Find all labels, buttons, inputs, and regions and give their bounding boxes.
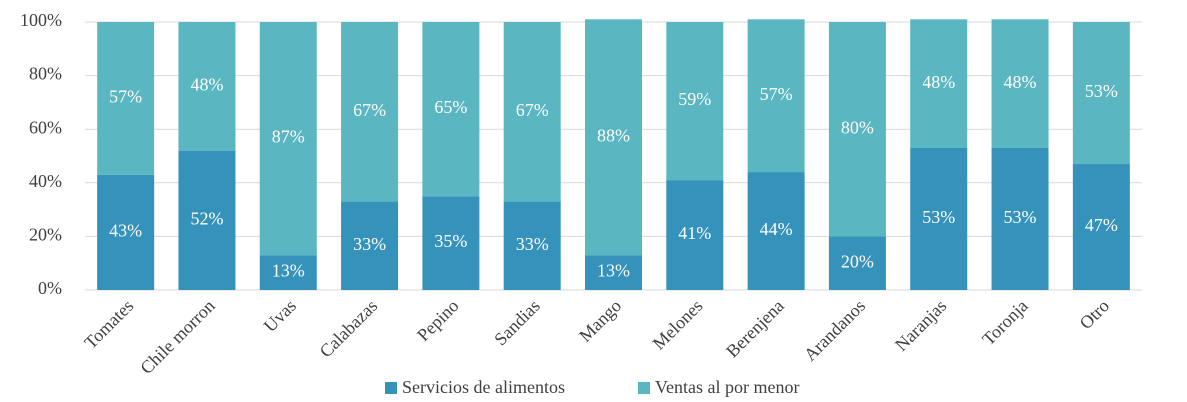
legend-label: Ventas al por menor	[655, 377, 799, 397]
y-tick-label: 0%	[38, 278, 62, 298]
bar-segment	[828, 236, 886, 290]
bar-segment	[97, 174, 155, 290]
bar-segment	[666, 180, 724, 290]
bar-segment	[991, 19, 1049, 148]
value-label: 57%	[760, 84, 793, 104]
bar-segment	[341, 201, 399, 290]
x-tick-label: Toronja	[978, 296, 1032, 350]
bar-segment	[422, 22, 480, 197]
x-tick-label: Chile morron	[136, 296, 218, 378]
x-tick-label: Naranjas	[891, 296, 950, 355]
bar-segment	[341, 22, 399, 202]
bar-segment	[178, 150, 236, 290]
bar-segment	[666, 22, 724, 181]
bar-segment	[97, 22, 155, 175]
legend-label: Servicios de alimentos	[402, 377, 565, 397]
bar-segment	[991, 147, 1049, 290]
value-label: 13%	[272, 261, 305, 281]
value-label: 53%	[922, 207, 955, 227]
value-label: 57%	[109, 87, 142, 107]
y-tick-label: 100%	[20, 10, 62, 30]
y-tick-label: 60%	[29, 117, 62, 137]
bar-segment	[747, 19, 805, 173]
value-label: 52%	[190, 208, 223, 228]
value-label: 41%	[678, 223, 711, 243]
value-label: 35%	[434, 231, 467, 251]
value-label: 65%	[434, 97, 467, 117]
x-tick-label: Melones	[649, 296, 707, 354]
value-label: 13%	[597, 261, 630, 281]
value-label: 20%	[841, 251, 874, 271]
x-tick-label: Otro	[1076, 296, 1113, 333]
value-label: 48%	[1004, 72, 1037, 92]
value-label: 59%	[678, 89, 711, 109]
value-label: 67%	[516, 100, 549, 120]
y-tick-label: 80%	[29, 64, 62, 84]
bar-segment	[422, 196, 480, 290]
value-label: 87%	[272, 127, 305, 147]
value-label: 53%	[1085, 81, 1118, 101]
bar-segment	[259, 255, 317, 290]
bar-segment	[1072, 22, 1130, 165]
bar-segment	[585, 19, 642, 256]
value-label: 88%	[597, 125, 630, 145]
x-tick-label: Sandias	[490, 296, 544, 350]
value-label: 33%	[516, 234, 549, 254]
value-label: 47%	[1085, 215, 1118, 235]
bar-segment	[747, 172, 805, 290]
value-label: 48%	[190, 74, 223, 94]
value-label: 53%	[1004, 207, 1037, 227]
x-tick-label: Mango	[575, 296, 625, 346]
x-tick-label: Uvas	[260, 296, 300, 336]
legend-swatch	[385, 382, 397, 394]
value-label: 43%	[109, 221, 142, 241]
bar-segment	[178, 22, 236, 151]
y-tick-label: 20%	[29, 225, 62, 245]
value-label: 33%	[353, 234, 386, 254]
value-label: 44%	[760, 219, 793, 239]
bar-segment	[503, 201, 561, 290]
value-label: 67%	[353, 100, 386, 120]
legend-swatch	[638, 382, 650, 394]
bar-segment	[1072, 164, 1130, 290]
value-label: 80%	[841, 117, 874, 137]
bar-segment	[910, 147, 968, 290]
x-tick-label: Arandanos	[800, 296, 869, 365]
value-label: 48%	[922, 72, 955, 92]
x-tick-label: Pepino	[413, 296, 463, 346]
x-tick-label: Tomates	[80, 296, 137, 353]
x-tick-label: Calabazas	[316, 296, 382, 362]
y-tick-label: 40%	[29, 171, 62, 191]
bar-segment	[503, 22, 561, 202]
bar-segment	[910, 19, 968, 148]
bar-segment	[259, 22, 317, 256]
bar-segment	[585, 255, 642, 290]
x-tick-label: Berenjena	[722, 296, 788, 362]
bar-segment	[828, 22, 886, 237]
